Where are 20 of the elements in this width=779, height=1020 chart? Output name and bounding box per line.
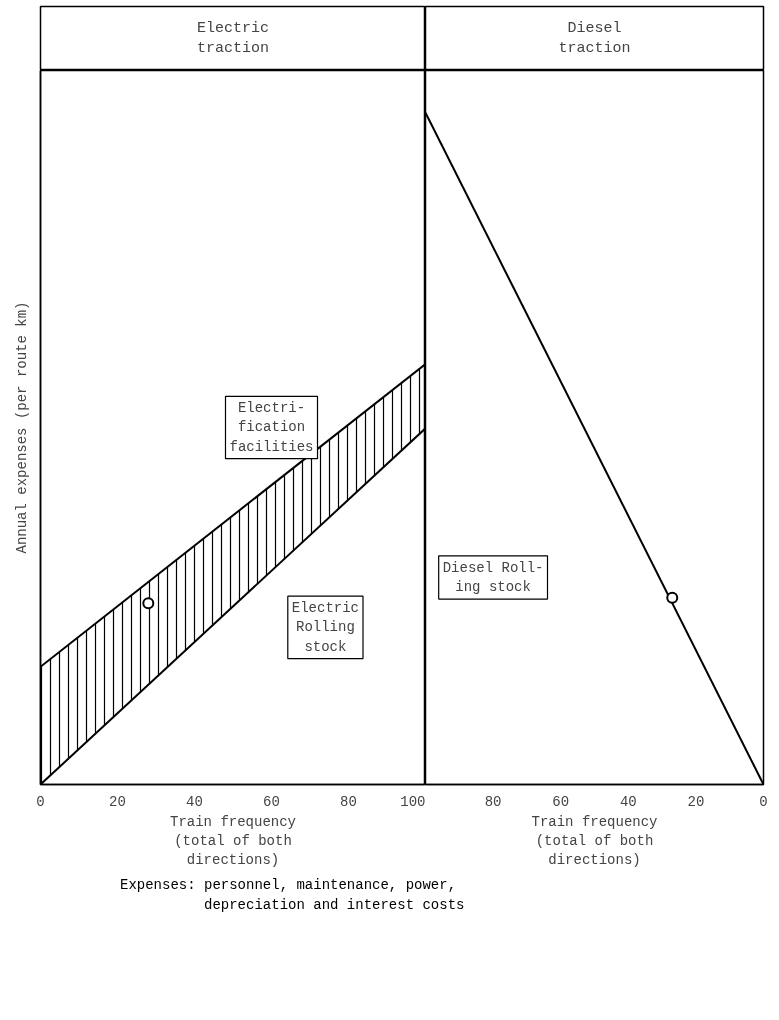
x-tick-label: 40 [186,793,203,810]
annotation: Diesel Roll- ing stock [442,559,544,596]
x-tick-label: 80 [340,793,357,810]
x-tick-label: 80 [484,793,502,810]
x-tick-label: 20 [109,793,126,810]
annotation: Electric Rolling stock [291,600,360,655]
x-tick-label: 0 [36,793,45,810]
annotation: Electri- fication facilities [229,400,314,455]
x-tick-label: 20 [687,793,705,810]
x-tick-label: 60 [552,793,570,810]
chart-title: Diesel traction [558,19,631,58]
x-tick-label: 60 [263,793,280,810]
x-axis-title: Train frequency (total of both directions) [169,813,297,868]
x-tick-label: 100 [400,793,426,810]
x-tick-label: 40 [619,793,637,810]
chart-title: Electric traction [196,19,270,58]
text: Expenses: personnel, maintenance, power, depreciation and interest costs [120,876,465,915]
y-axis-title: Annual expenses (per route km) [13,301,30,554]
x-tick-label: 0 [759,793,768,810]
x-axis-title: Train frequency (total of both directions) [531,813,658,868]
